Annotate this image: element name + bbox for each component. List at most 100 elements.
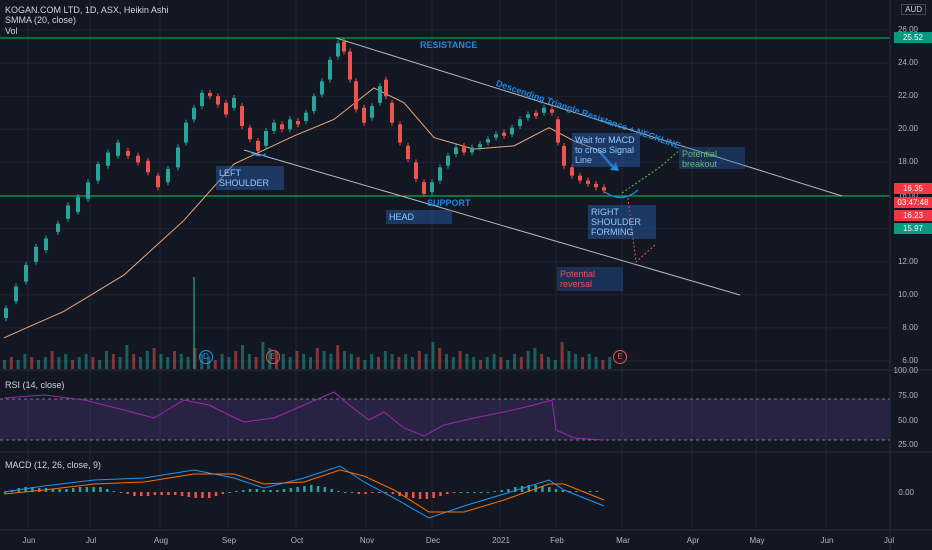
- price-tick: 8.00: [902, 322, 918, 332]
- candle-body: [200, 92, 204, 107]
- time-tick: Oct: [290, 536, 304, 545]
- macd-histogram-bar: [588, 491, 592, 492]
- currency-badge[interactable]: AUD: [901, 4, 926, 15]
- volume-bar: [152, 348, 156, 369]
- candle-body: [462, 145, 466, 153]
- macd-histogram-bar: [65, 489, 68, 492]
- macd-histogram-bar: [51, 489, 55, 492]
- candle-body: [502, 132, 506, 136]
- macd-histogram-bar: [548, 487, 551, 492]
- volume-bar: [50, 351, 54, 369]
- candle-body: [136, 155, 140, 163]
- left-shoulder-arc: [249, 151, 267, 157]
- macd-histogram-bar: [303, 486, 306, 492]
- candle-body: [240, 106, 244, 126]
- volume-bar: [472, 357, 476, 369]
- price-tick: 10.00: [897, 289, 918, 299]
- candle-body: [494, 134, 498, 138]
- volume-bar: [254, 357, 258, 369]
- volume-bar: [329, 354, 333, 369]
- candle-body: [470, 147, 474, 153]
- rsi-label: RSI (14, close): [5, 380, 65, 390]
- left-shoulder-label: LEFT SHOULDER: [216, 166, 284, 190]
- volume-bar: [349, 354, 353, 369]
- dividend-event-marker[interactable]: D: [199, 350, 213, 364]
- volume-bar: [145, 351, 149, 369]
- volume-bar: [594, 357, 598, 369]
- volume-bar: [485, 357, 489, 369]
- macd-histogram-bar: [432, 492, 435, 498]
- time-tick: Sep: [221, 536, 237, 545]
- macd-histogram-bar: [446, 492, 449, 494]
- volume-bar: [438, 348, 442, 369]
- time-tick: Aug: [153, 536, 169, 545]
- volume-bar: [57, 357, 61, 369]
- volume-bar: [499, 357, 503, 369]
- descending-resistance-line: [335, 37, 843, 197]
- earnings-event-marker[interactable]: E: [266, 350, 280, 364]
- volume-bar: [411, 357, 414, 369]
- macd-histogram-bar: [575, 491, 578, 492]
- macd-histogram-bar: [180, 492, 184, 496]
- time-tick: 2021: [492, 536, 510, 545]
- candle-body: [542, 107, 546, 113]
- price-tag: 03:47:48: [894, 197, 932, 208]
- macd-histogram-bar: [221, 492, 225, 494]
- macd-histogram-bar: [4, 492, 7, 493]
- candle-body: [562, 145, 566, 166]
- macd-histogram-bar: [418, 492, 422, 499]
- macd-histogram-bar: [269, 490, 272, 492]
- price-tick: 16.00: [897, 190, 918, 200]
- candle-body: [280, 124, 284, 130]
- earnings-event-marker[interactable]: E: [613, 350, 627, 364]
- candle-body: [414, 162, 418, 179]
- symbol-header: KOGAN.COM LTD, 1D, ASX, Heikin Ashi: [5, 5, 168, 15]
- candle-body: [14, 286, 18, 302]
- time-tick: Mar: [616, 536, 630, 545]
- price-tick: 26.00: [897, 25, 918, 34]
- candle-body: [454, 147, 458, 155]
- right-shoulder-label: RIGHT SHOULDER FORMING: [588, 205, 656, 239]
- candle-body: [56, 223, 60, 232]
- volume-bar: [288, 357, 292, 369]
- candle-body: [384, 79, 388, 97]
- candle-body: [248, 127, 252, 140]
- candle-body: [486, 139, 490, 143]
- volume-bar: [608, 357, 612, 369]
- candles: [4, 38, 606, 321]
- vol-label: Vol: [5, 26, 18, 36]
- candle-body: [192, 107, 196, 120]
- macd-histogram-bar: [214, 492, 218, 496]
- macd-histogram-bar: [276, 490, 279, 492]
- volume-bar: [574, 354, 578, 369]
- head-label: HEAD: [386, 210, 452, 224]
- candle-body: [578, 175, 582, 181]
- macd-arrow-head: [610, 162, 619, 171]
- price-tick: 24.00: [897, 58, 918, 68]
- right-shoulder-arc: [604, 189, 639, 199]
- price-tag: 16.23: [894, 210, 932, 221]
- smma-line: [3, 87, 605, 339]
- candle-body: [216, 96, 220, 105]
- volume-bar: [71, 360, 74, 369]
- macd-histogram-bar: [140, 492, 143, 496]
- macd-histogram-bar: [106, 489, 109, 492]
- candle-body: [348, 51, 352, 80]
- macd-histogram-bar: [412, 492, 415, 498]
- macd-histogram-bar: [520, 486, 524, 492]
- macd-histogram-bar: [126, 492, 129, 494]
- candle-body: [594, 183, 598, 188]
- price-tick: 18.00: [897, 157, 918, 167]
- volume-bars: [3, 277, 612, 369]
- volume-bar: [3, 360, 6, 369]
- candle-body: [378, 86, 382, 103]
- candle-body: [66, 205, 70, 219]
- volume-bar: [492, 354, 496, 369]
- macd-line: [3, 465, 605, 519]
- volume-bar: [295, 351, 299, 369]
- volume-bar: [91, 357, 95, 369]
- volume-bar: [479, 360, 482, 369]
- price-tag: 16.35: [894, 183, 932, 194]
